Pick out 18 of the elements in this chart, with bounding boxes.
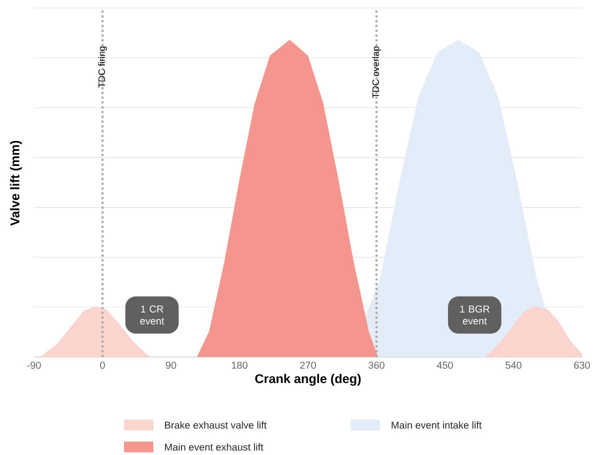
annotation: 1 CR event <box>140 305 164 325</box>
x-tick-label: 540 <box>506 362 522 369</box>
legend-label: Brake exhaust valve lift <box>165 421 267 429</box>
x-tick-label: 0 <box>100 362 105 369</box>
x-tick-label: 360 <box>368 362 384 369</box>
y-axis-title: Valve lift (mm) <box>10 140 22 226</box>
x-tick-label: 90 <box>166 362 176 369</box>
legend-label: Main event exhaust lift <box>165 443 264 451</box>
legend-label: Main event intake lift <box>392 421 482 429</box>
x-tick-label: -90 <box>27 362 41 369</box>
x-tick-label: 630 <box>574 362 590 369</box>
ref-line-label: TDC firing <box>98 46 107 88</box>
x-tick-label: 180 <box>232 362 248 369</box>
x-axis-title: Crank angle (deg) <box>255 374 361 386</box>
ref-line-label: TDC overlap <box>372 46 381 98</box>
annotation: 1 BGR event <box>460 305 490 325</box>
x-tick-label: 450 <box>436 362 453 369</box>
x-tick-label: 270 <box>300 362 316 369</box>
